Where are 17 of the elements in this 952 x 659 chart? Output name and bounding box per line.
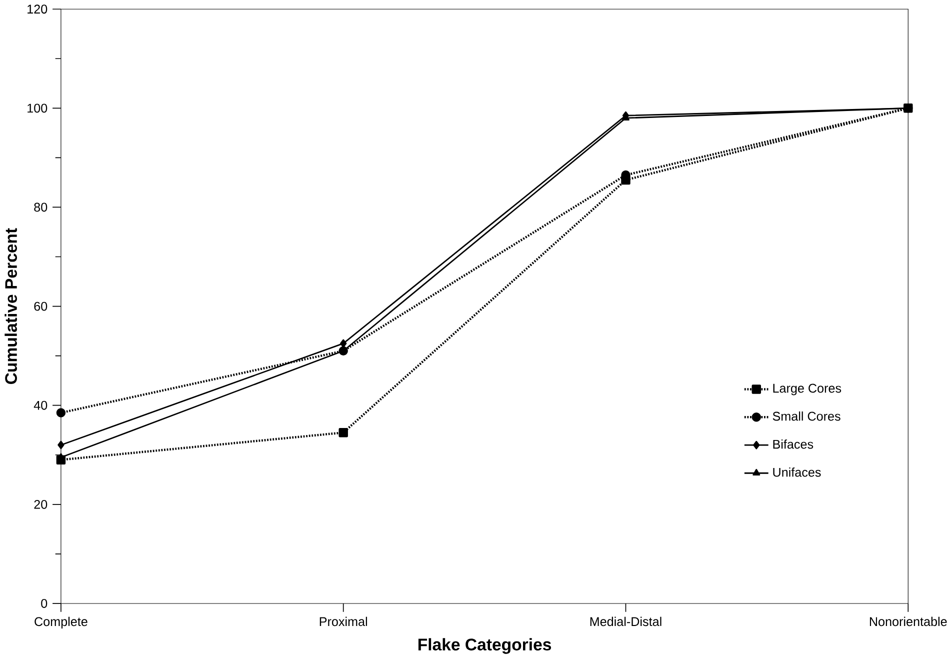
y-tick-label: 100 [28, 104, 48, 113]
legend-label: Large Cores [773, 384, 842, 396]
x-tick-label: Medial-Distal [590, 617, 662, 626]
y-tick-label: 0 [41, 599, 48, 608]
x-tick-label: Nonorientable [870, 617, 947, 626]
y-tick-label: 80 [34, 202, 48, 212]
x-tick-label: Proximal [320, 617, 367, 626]
y-tick-label: 40 [34, 401, 48, 410]
y-tick-label: 60 [34, 302, 48, 311]
x-axis-title: Flake Categories [418, 638, 552, 654]
legend-label: Bifaces [773, 440, 814, 449]
y-axis-title: Cumulative Percent [4, 228, 17, 384]
x-tick-label: Complete [34, 617, 88, 629]
legend-label: Small Cores [772, 412, 840, 421]
y-tick-label: 120 [28, 4, 48, 14]
y-tick-label: 20 [34, 500, 48, 510]
legend-label: Unifaces [773, 468, 821, 477]
